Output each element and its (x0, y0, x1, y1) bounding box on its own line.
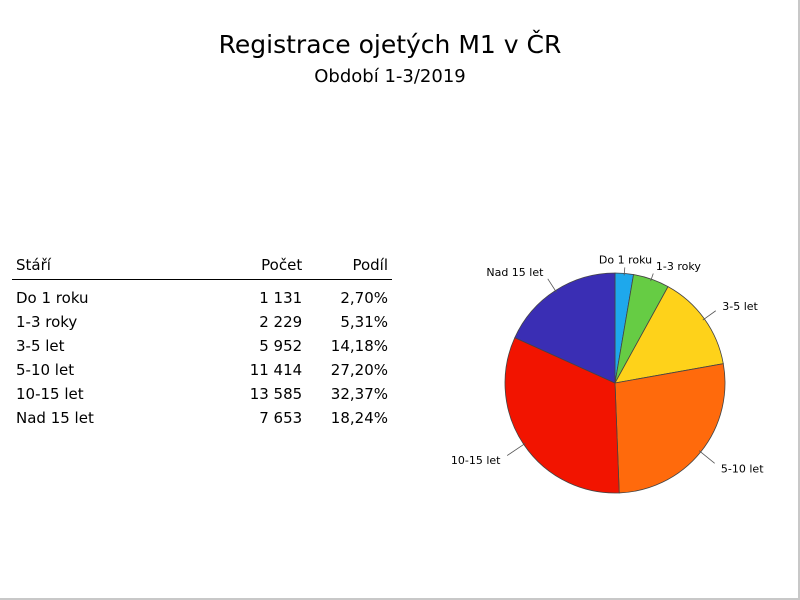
table-row: Do 1 roku 1 131 2,70% (12, 280, 392, 311)
data-table: Stáří Počet Podíl Do 1 roku 1 131 2,70% … (12, 252, 392, 430)
pie-label-1-3-roky: 1-3 roky (656, 260, 701, 273)
cell-count: 5 952 (259, 337, 303, 355)
pie-label-5-10-let: 5-10 let (721, 462, 764, 475)
cell-share: 27,20% (330, 361, 388, 379)
table-row: 5-10 let 11 414 27,20% (12, 358, 392, 382)
pie-leader-line (623, 267, 626, 276)
cell-count: 1 131 (259, 289, 303, 307)
chart-subtitle: Období 1-3/2019 (314, 66, 466, 87)
table-row: Nad 15 let 7 653 18,24% (12, 406, 392, 430)
table-header-row: Stáří Počet Podíl (12, 252, 392, 280)
column-header-age: Stáří (12, 252, 186, 280)
cell-count: 7 653 (259, 409, 303, 427)
pie-chart: Do 1 roku 1-3 roky 3-5 let 5-10 let 10-15 le… (451, 253, 764, 494)
pie-slice-5-10-let (614, 363, 726, 494)
chart-title: Registrace ojetých M1 v ČR (218, 30, 562, 59)
cell-age: 1-3 roky (16, 313, 78, 331)
pie-leader-line (702, 310, 717, 321)
pie-label-do-1-roku: Do 1 roku (599, 253, 652, 266)
pie-leader-line (547, 278, 557, 293)
cell-count: 11 414 (249, 361, 303, 379)
cell-share: 18,24% (330, 409, 388, 427)
cell-share: 5,31% (340, 313, 388, 331)
pie-leader-line (506, 442, 526, 456)
table-row: 10-15 let 13 585 32,37% (12, 382, 392, 406)
cell-age: Do 1 roku (16, 289, 89, 307)
pie-label-nad-15-let: Nad 15 let (486, 266, 544, 279)
cell-age: 5-10 let (16, 361, 75, 379)
cell-age: 10-15 let (16, 385, 84, 403)
column-header-count: Počet (185, 252, 307, 280)
column-header-share: Podíl (306, 252, 392, 280)
pie-leader-line (698, 450, 715, 464)
pie-label-10-15-let: 10-15 let (451, 454, 501, 467)
cell-count: 2 229 (259, 313, 303, 331)
table-row: 1-3 roky 2 229 5,31% (12, 310, 392, 334)
table-row: 3-5 let 5 952 14,18% (12, 334, 392, 358)
cell-count: 13 585 (249, 385, 303, 403)
pie-leader-line (650, 273, 654, 282)
cell-share: 14,18% (330, 337, 388, 355)
cell-age: 3-5 let (16, 337, 65, 355)
cell-share: 32,37% (330, 385, 388, 403)
cell-share: 2,70% (340, 289, 388, 307)
pie-label-3-5-let: 3-5 let (722, 300, 758, 313)
cell-age: Nad 15 let (16, 409, 94, 427)
